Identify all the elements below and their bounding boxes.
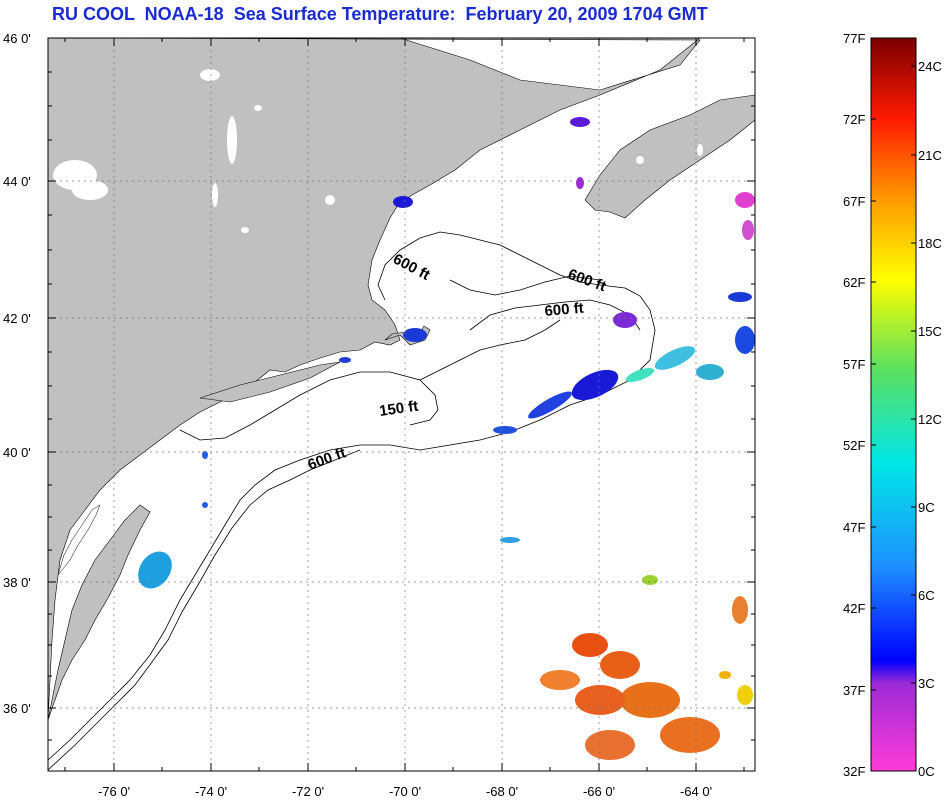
colorbar-f-label-72: 72F (843, 112, 865, 127)
colorbar-c-label-0: 0C (918, 764, 935, 779)
lat-lon-grid (48, 38, 755, 771)
lon-label-66: -66 0' (583, 784, 615, 799)
colorbar-f-label-52: 52F (843, 438, 865, 453)
lat-label-42: 42 0' (3, 311, 31, 326)
colorbar-f-label-37: 37F (843, 683, 865, 698)
colorbar-c-label-18: 18C (918, 236, 942, 251)
lon-label-64: -64 0' (680, 784, 712, 799)
lat-label-46: 46 0' (3, 31, 31, 46)
lon-label-72: -72 0' (292, 784, 324, 799)
colorbar-f-label-57: 57F (843, 357, 865, 372)
colorbar-c-label-9: 9C (918, 500, 935, 515)
colorbar-f-label-77: 77F (843, 31, 865, 46)
colorbar (870, 37, 917, 772)
colorbar-c-label-3: 3C (918, 676, 935, 691)
delmarva-peninsula (48, 504, 151, 721)
colorbar-f-label-32: 32F (843, 764, 865, 779)
nova-scotia (584, 94, 755, 219)
colorbar-c-label-6: 6C (918, 588, 935, 603)
contour-label-150ft: 150 ft (378, 398, 419, 420)
colorbar-f-label-42: 42F (843, 601, 865, 616)
map-title: RU COOL NOAA-18 Sea Surface Temperature:… (52, 4, 708, 24)
colorbar-c-label-21: 21C (918, 148, 942, 163)
colorbar-f-label-47: 47F (843, 520, 865, 535)
colorbar-c-label-12: 12C (918, 412, 942, 427)
axis-ticks (48, 37, 755, 771)
long-island (199, 361, 341, 403)
lon-label-68: -68 0' (486, 784, 518, 799)
colorbar-c-label-15: 15C (918, 324, 942, 339)
contour-label-600ft-georges: 600 ft (544, 300, 585, 320)
colorbar-f-label-67: 67F (843, 194, 865, 209)
lat-label-40: 40 0' (3, 445, 31, 460)
inland-lakes (53, 69, 703, 233)
mainland-land (48, 38, 701, 721)
colorbar-c-label-24: 24C (918, 59, 942, 74)
lon-label-74: -74 0' (195, 784, 227, 799)
chesapeake-bay (57, 504, 101, 576)
lat-label-44: 44 0' (3, 174, 31, 189)
lat-label-38: 38 0' (3, 575, 31, 590)
lon-label-76: -76 0' (98, 784, 130, 799)
lon-label-70: -70 0' (389, 784, 421, 799)
map-frame (47, 37, 756, 772)
colorbar-f-label-62: 62F (843, 275, 865, 290)
lat-label-36: 36 0' (3, 701, 31, 716)
bathymetry-contours (48, 231, 656, 771)
sst-patches (138, 117, 755, 760)
colorbar-ticks (871, 37, 916, 772)
